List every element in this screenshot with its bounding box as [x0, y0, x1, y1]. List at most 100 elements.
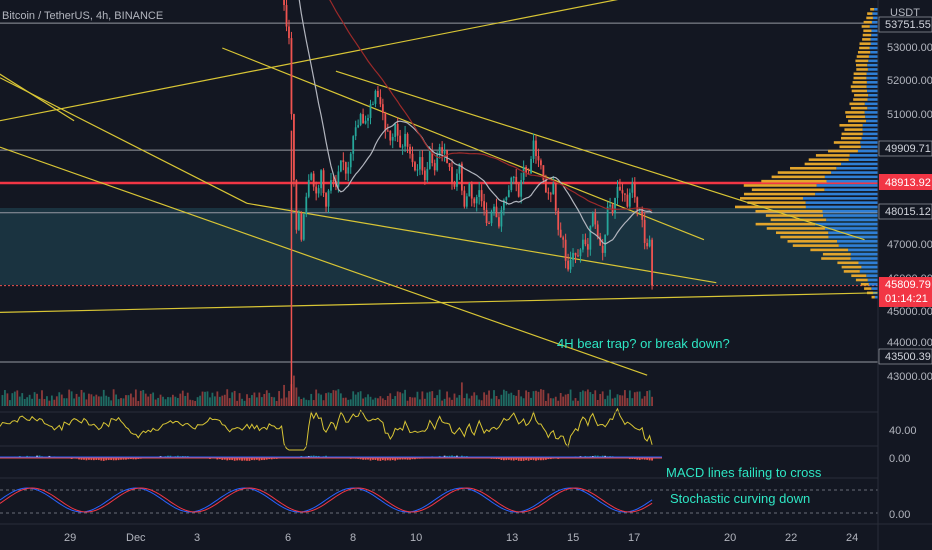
candle-body: [372, 103, 374, 105]
volume-bar: [651, 396, 653, 406]
macd-histogram-bar: [648, 458, 651, 461]
volume-profile-bar: [871, 20, 878, 24]
volume-profile-bar: [771, 175, 825, 179]
price-axis[interactable]: USDT 53000.00 52000.00 51000.00 47000.00…: [878, 7, 932, 521]
annotation-bear-trap: 4H bear trap? or break down?: [557, 336, 730, 351]
volume-bars: [1, 375, 653, 406]
volume-bar: [347, 399, 350, 406]
candle-body: [498, 217, 500, 227]
macd-histogram-bar: [117, 458, 120, 461]
volume-profile-bar: [805, 205, 878, 209]
volume-profile-bar: [826, 179, 878, 183]
candle-body: [510, 177, 513, 191]
candle-body: [547, 192, 550, 194]
macd-histogram-bar: [369, 458, 372, 461]
candle-body: [448, 163, 451, 167]
candle-body: [609, 204, 611, 207]
candle-body: [404, 133, 406, 147]
volume-bar: [544, 400, 547, 406]
volume-bar: [6, 393, 9, 406]
candle-body: [381, 104, 384, 114]
volume-profile-bar: [853, 72, 867, 76]
volume-bar: [465, 393, 468, 406]
volume-bar: [75, 393, 78, 406]
volume-profile-bar: [843, 270, 860, 273]
candle-body: [542, 165, 545, 181]
candle-body: [465, 196, 468, 207]
macd-histogram-bar: [377, 458, 379, 461]
candle-body: [544, 180, 547, 193]
trendline: [335, 70, 865, 241]
volume-bar: [273, 397, 276, 406]
volume-bar: [105, 395, 108, 406]
macd-histogram-bar: [238, 458, 241, 461]
macd-histogram-bar: [92, 458, 95, 461]
candle-body: [320, 170, 322, 189]
volume-bar: [95, 394, 98, 406]
volume-bar: [327, 392, 330, 406]
volume-bar: [241, 398, 243, 406]
candle-body: [648, 239, 651, 247]
volume-bar: [315, 389, 318, 406]
volume-bar: [344, 397, 347, 406]
macd-histogram-bar: [495, 458, 498, 460]
volume-bar: [41, 390, 43, 406]
volume-bar: [520, 396, 523, 406]
candle-body: [438, 147, 441, 155]
macd-tick: 0.00: [889, 453, 910, 465]
volume-bar: [60, 394, 63, 406]
macd-histogram-bar: [107, 458, 110, 461]
time-tick: 22: [785, 532, 797, 544]
volume-bar: [159, 394, 162, 406]
price-label-box: [878, 140, 932, 157]
volume-bar: [233, 390, 236, 406]
volume-bar: [431, 391, 434, 406]
volume-bar: [139, 390, 142, 406]
rsi-pane: [0, 407, 653, 451]
time-tick: Dec: [126, 532, 146, 544]
candle-body: [485, 209, 488, 224]
candle-body: [377, 90, 379, 98]
candle-body: [616, 186, 619, 198]
macd-histogram-bar: [517, 458, 520, 461]
price-label: 53751.55: [885, 19, 931, 31]
candle-body: [367, 117, 369, 121]
macd-histogram-bar: [125, 458, 127, 460]
macd-histogram-bar: [218, 458, 221, 460]
volume-bar: [172, 394, 174, 406]
volume-bar: [280, 398, 283, 406]
volume-profile-bar: [822, 209, 878, 213]
candle-body: [456, 173, 458, 187]
price-tick: 45000.00: [887, 306, 932, 318]
price-axis-unit: USDT: [890, 7, 920, 19]
volume-bar: [43, 399, 46, 406]
macd-histogram-bar: [223, 458, 226, 460]
price-label: 49909.71: [885, 143, 931, 155]
volume-bar: [386, 395, 389, 406]
volume-bar: [443, 398, 446, 406]
candle-body: [453, 183, 456, 187]
stoch-d-line: [0, 487, 653, 513]
time-axis[interactable]: 29 Dec 3 6 8 10 13 15 17 20 22 24: [64, 532, 858, 544]
volume-bar: [16, 390, 19, 406]
volume-bar: [270, 396, 273, 406]
candle-body: [646, 242, 649, 247]
volume-profile-bar: [867, 63, 878, 67]
volume-bar: [176, 397, 179, 406]
macd-histogram-bar: [401, 458, 404, 460]
candle-body: [312, 173, 315, 187]
volume-bar: [485, 394, 488, 406]
candle-body: [552, 183, 555, 195]
volume-profile-bar: [810, 248, 849, 252]
volume-bar: [421, 391, 424, 406]
volume-bar: [396, 391, 399, 406]
candle-body: [317, 188, 320, 194]
volume-bar: [122, 398, 125, 406]
volume-profile-bar: [852, 81, 867, 84]
macd-histogram-bar: [406, 458, 409, 460]
volume-bar: [92, 396, 95, 406]
volume-profile-bar: [780, 235, 829, 239]
chart-title: Bitcoin / TetherUS, 4h, BINANCE: [2, 10, 163, 22]
candle-body: [330, 180, 332, 191]
